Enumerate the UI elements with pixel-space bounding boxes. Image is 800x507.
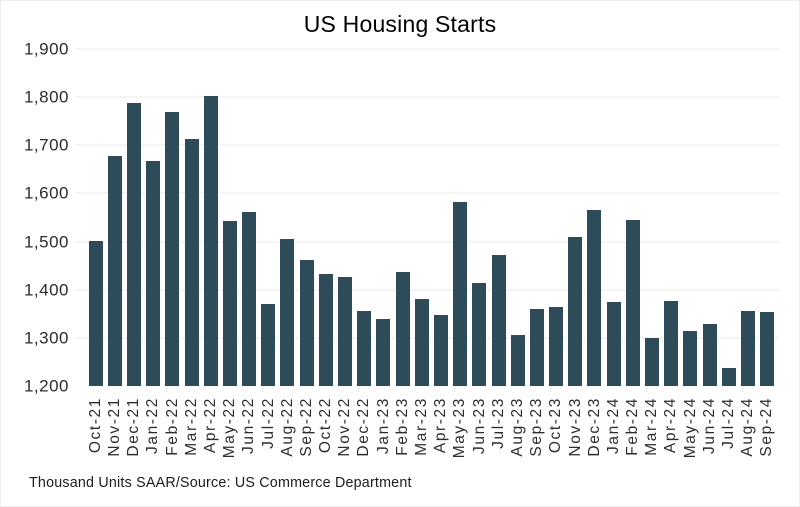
bar-Oct-22 — [318, 274, 333, 386]
bar-May-22 — [222, 220, 237, 386]
y-tick-label: 1,500 — [23, 232, 69, 252]
x-tick-label: Oct-21 — [86, 397, 104, 454]
gridline — [76, 241, 779, 243]
x-tick-label: Jun-22 — [240, 397, 258, 454]
bar-Dec-23 — [587, 209, 602, 386]
x-tick-label: Sep-24 — [758, 397, 776, 457]
gridline — [76, 48, 779, 50]
bar-Jul-24 — [721, 367, 736, 386]
x-tick-label: Nov-22 — [336, 397, 354, 457]
bar-Jul-22 — [261, 304, 276, 386]
x-tick-label: Nov-23 — [566, 397, 584, 457]
gridline — [76, 289, 779, 291]
source-note: Thousand Units SAAR/Source: US Commerce … — [29, 475, 412, 491]
bar-Dec-22 — [357, 310, 372, 386]
bar-Aug-22 — [280, 239, 295, 386]
x-tick-label: Oct-22 — [317, 397, 335, 454]
x-tick-label: Jun-23 — [470, 397, 488, 454]
x-tick-label: Oct-23 — [547, 397, 565, 454]
x-tick-label: Sep-22 — [297, 397, 315, 457]
x-tick-label: Jan-23 — [374, 397, 392, 454]
y-tick-label: 1,400 — [23, 280, 69, 300]
bar-Oct-23 — [549, 307, 564, 386]
bar-Feb-23 — [395, 272, 410, 386]
bar-Aug-23 — [510, 335, 525, 386]
x-tick-label: Nov-21 — [106, 397, 124, 457]
bar-Mar-22 — [184, 139, 199, 386]
bar-Sep-23 — [529, 308, 544, 386]
y-tick-label: 1,800 — [23, 87, 69, 107]
bar-Jan-24 — [606, 301, 621, 386]
x-tick-label: Jan-24 — [604, 397, 622, 454]
bar-Jan-22 — [146, 160, 161, 386]
bar-Jun-24 — [702, 323, 717, 386]
bar-Nov-21 — [107, 155, 122, 386]
gridline — [76, 192, 779, 194]
bar-Jul-23 — [491, 255, 506, 386]
x-tick-label: Jul-24 — [720, 397, 738, 449]
y-tick-label: 1,600 — [23, 183, 69, 203]
bar-Nov-22 — [338, 277, 353, 386]
bar-Mar-24 — [645, 338, 660, 386]
bar-Mar-23 — [414, 299, 429, 386]
x-tick-label: Apr-24 — [662, 397, 680, 454]
x-tick-label: Jan-22 — [144, 397, 162, 454]
x-tick-label: Jul-22 — [259, 397, 277, 449]
bar-Jan-23 — [376, 319, 391, 386]
x-tick-label: May-22 — [221, 397, 239, 459]
x-tick-label: Mar-23 — [413, 397, 431, 456]
x-tick-label: May-23 — [451, 397, 469, 459]
bar-Dec-21 — [126, 102, 141, 386]
x-tick-label: Aug-23 — [508, 397, 526, 457]
y-tick-label: 1,300 — [23, 328, 69, 348]
y-tick-label: 1,900 — [23, 39, 69, 59]
bar-Aug-24 — [740, 310, 755, 386]
x-tick-label: Dec-21 — [125, 397, 143, 457]
bar-Oct-21 — [88, 240, 103, 386]
y-axis: 1,200 1,300 1,400 1,500 1,600 1,700 1,800 1,900 — [1, 41, 69, 395]
bar-Feb-24 — [625, 219, 640, 386]
bar-Sep-22 — [299, 259, 314, 386]
x-tick-label: Jun-24 — [700, 397, 718, 454]
x-tick-label: Sep-23 — [528, 397, 546, 457]
bar-May-24 — [683, 330, 698, 386]
x-tick-label: Feb-23 — [393, 397, 411, 456]
bar-Apr-24 — [664, 300, 679, 386]
x-tick-label: May-24 — [681, 397, 699, 459]
bar-Feb-22 — [165, 111, 180, 386]
bar-Jun-22 — [242, 212, 257, 386]
x-tick-label: Mar-24 — [643, 397, 661, 456]
x-tick-label: Jul-23 — [489, 397, 507, 449]
plot-area — [76, 48, 779, 386]
chart-title: US Housing Starts — [303, 11, 497, 37]
x-tick-label: Apr-22 — [201, 397, 219, 454]
bar-Sep-24 — [760, 312, 775, 386]
y-tick-label: 1,700 — [23, 135, 69, 155]
bar-Nov-23 — [568, 237, 583, 386]
x-tick-label: Dec-22 — [355, 397, 373, 457]
x-tick-label: Aug-22 — [278, 397, 296, 457]
bar-Jun-23 — [472, 282, 487, 386]
bars — [86, 49, 777, 386]
x-axis: Oct-21 Nov-21 Dec-21 Jan-22 Feb-22 Mar-22 Apr-… — [86, 386, 777, 468]
x-tick-label: Aug-24 — [739, 397, 757, 457]
bar-May-23 — [453, 201, 468, 386]
y-tick-label: 1,200 — [23, 376, 69, 396]
gridline — [76, 96, 779, 98]
x-tick-label: Feb-24 — [624, 397, 642, 456]
gridline — [76, 144, 779, 146]
x-tick-label: Mar-22 — [182, 397, 200, 456]
x-tick-label: Apr-23 — [432, 397, 450, 454]
bar-Apr-23 — [433, 314, 448, 386]
x-tick-label: Dec-23 — [585, 397, 603, 457]
bar-Apr-22 — [203, 95, 218, 386]
x-tick-label: Feb-22 — [163, 397, 181, 456]
